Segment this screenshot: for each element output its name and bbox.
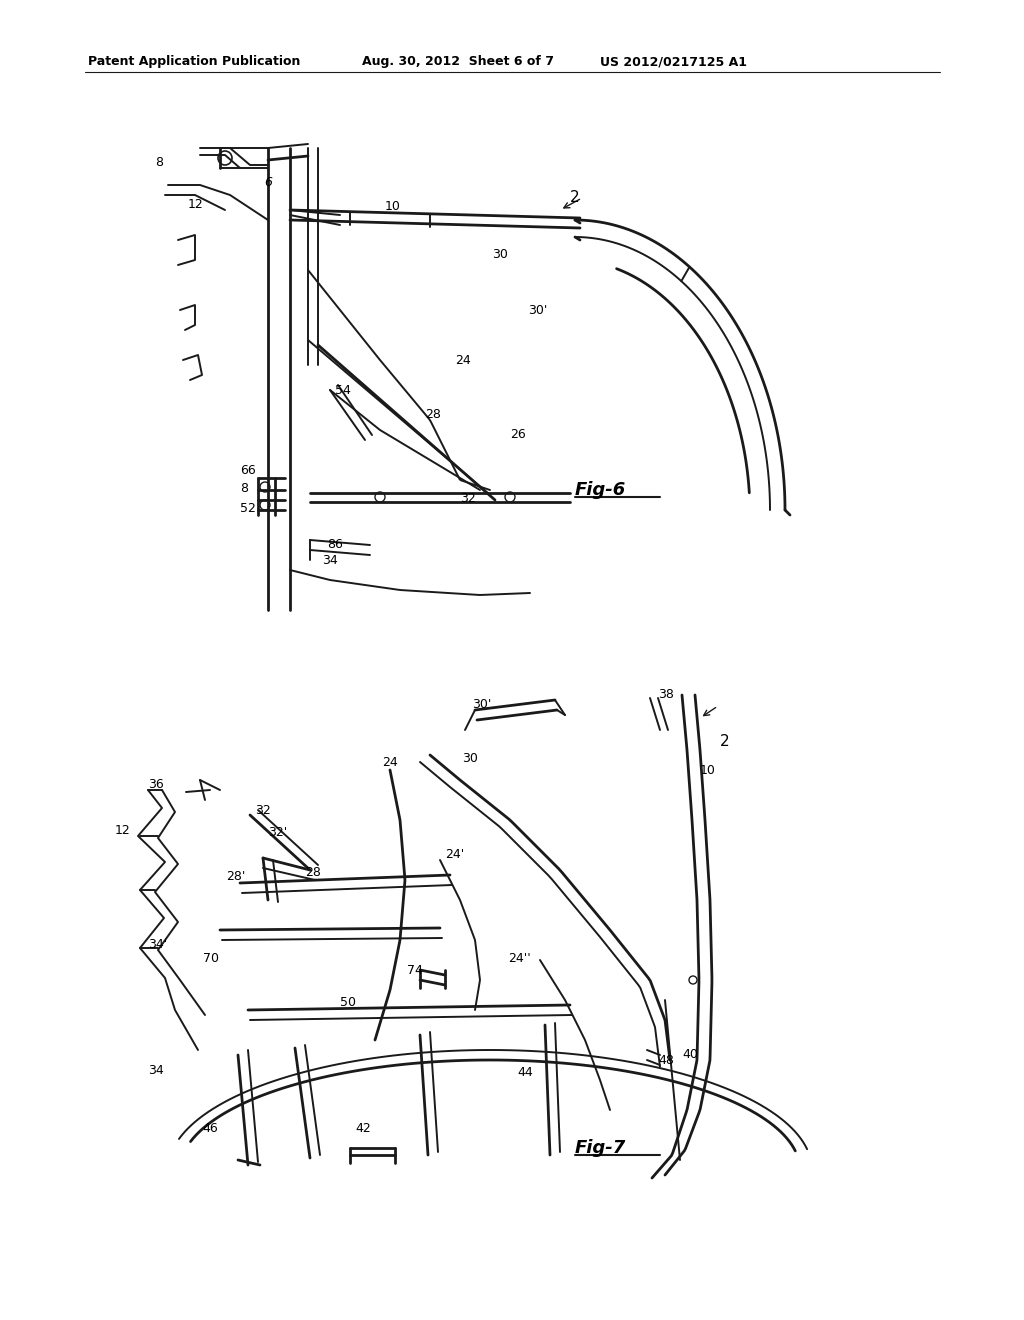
Text: 10: 10 [700,763,716,776]
Text: US 2012/0217125 A1: US 2012/0217125 A1 [600,55,746,69]
Text: 70: 70 [203,952,219,965]
Text: 38: 38 [658,688,674,701]
Text: 32': 32' [268,825,288,838]
Text: 50: 50 [340,995,356,1008]
Text: 74: 74 [407,964,423,977]
Text: 36: 36 [148,779,164,792]
Text: 28: 28 [305,866,321,879]
Text: 28: 28 [425,408,441,421]
Text: 8: 8 [155,157,163,169]
Text: 24: 24 [455,354,471,367]
Text: 30': 30' [472,697,492,710]
Text: 34: 34 [148,1064,164,1077]
Text: 24: 24 [382,755,397,768]
Text: 26: 26 [510,429,525,441]
Text: Patent Application Publication: Patent Application Publication [88,55,300,69]
Text: 30: 30 [462,751,478,764]
Text: Fig-6: Fig-6 [575,480,627,499]
Text: 30': 30' [528,304,548,317]
Text: 30: 30 [492,248,508,261]
Text: 32: 32 [255,804,270,817]
Text: 40: 40 [682,1048,698,1061]
Text: 54: 54 [335,384,351,396]
Text: 48: 48 [658,1053,674,1067]
Text: 46: 46 [202,1122,218,1134]
Text: 44: 44 [517,1065,532,1078]
Text: 10: 10 [385,201,400,214]
Text: 24'': 24'' [508,952,530,965]
Text: Aug. 30, 2012  Sheet 6 of 7: Aug. 30, 2012 Sheet 6 of 7 [362,55,554,69]
Text: 28': 28' [226,870,246,883]
Text: 6: 6 [264,177,272,190]
Text: Fig-7: Fig-7 [575,1139,627,1158]
Text: 32: 32 [460,491,476,504]
Text: 12: 12 [188,198,204,211]
Text: 52: 52 [240,502,256,515]
Text: 12: 12 [115,824,131,837]
Text: 42: 42 [355,1122,371,1134]
Text: 66: 66 [240,463,256,477]
Text: 34': 34' [148,939,167,952]
Text: 2: 2 [720,734,730,750]
Text: 8: 8 [240,482,248,495]
Text: 86: 86 [327,539,343,552]
Text: 2: 2 [570,190,580,206]
Text: 24': 24' [445,849,464,862]
Text: 34: 34 [322,553,338,566]
